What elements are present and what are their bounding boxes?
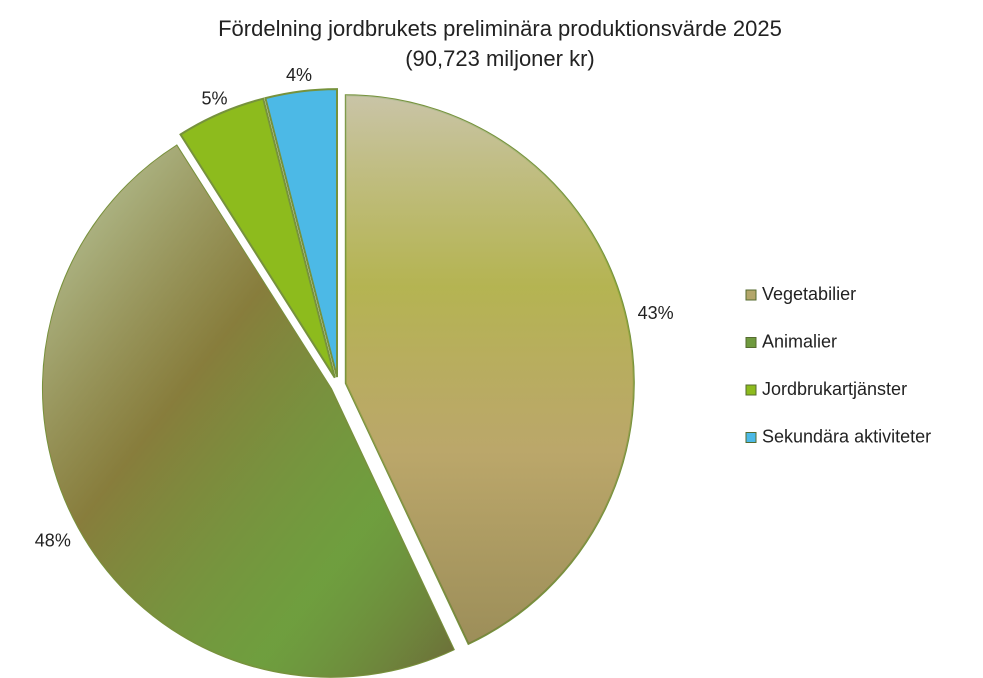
legend-label: Vegetabilier [762, 284, 856, 304]
data-label: 5% [201, 88, 227, 108]
chart-subtitle: (90,723 miljoner kr) [405, 46, 595, 71]
legend-label: Jordbrukartjänster [762, 379, 907, 399]
legend-label: Sekundära aktiviteter [762, 426, 931, 446]
legend-marker [746, 338, 756, 348]
chart-title: Fördelning jordbrukets preliminära produ… [218, 16, 782, 41]
data-label: 4% [286, 65, 312, 85]
legend-marker [746, 433, 756, 443]
legend-marker [746, 385, 756, 395]
data-label: 48% [35, 531, 71, 551]
legend-label: Animalier [762, 331, 837, 351]
legend-marker [746, 290, 756, 300]
data-label: 43% [638, 303, 674, 323]
chart: Fördelning jordbrukets preliminära produ… [0, 0, 983, 678]
